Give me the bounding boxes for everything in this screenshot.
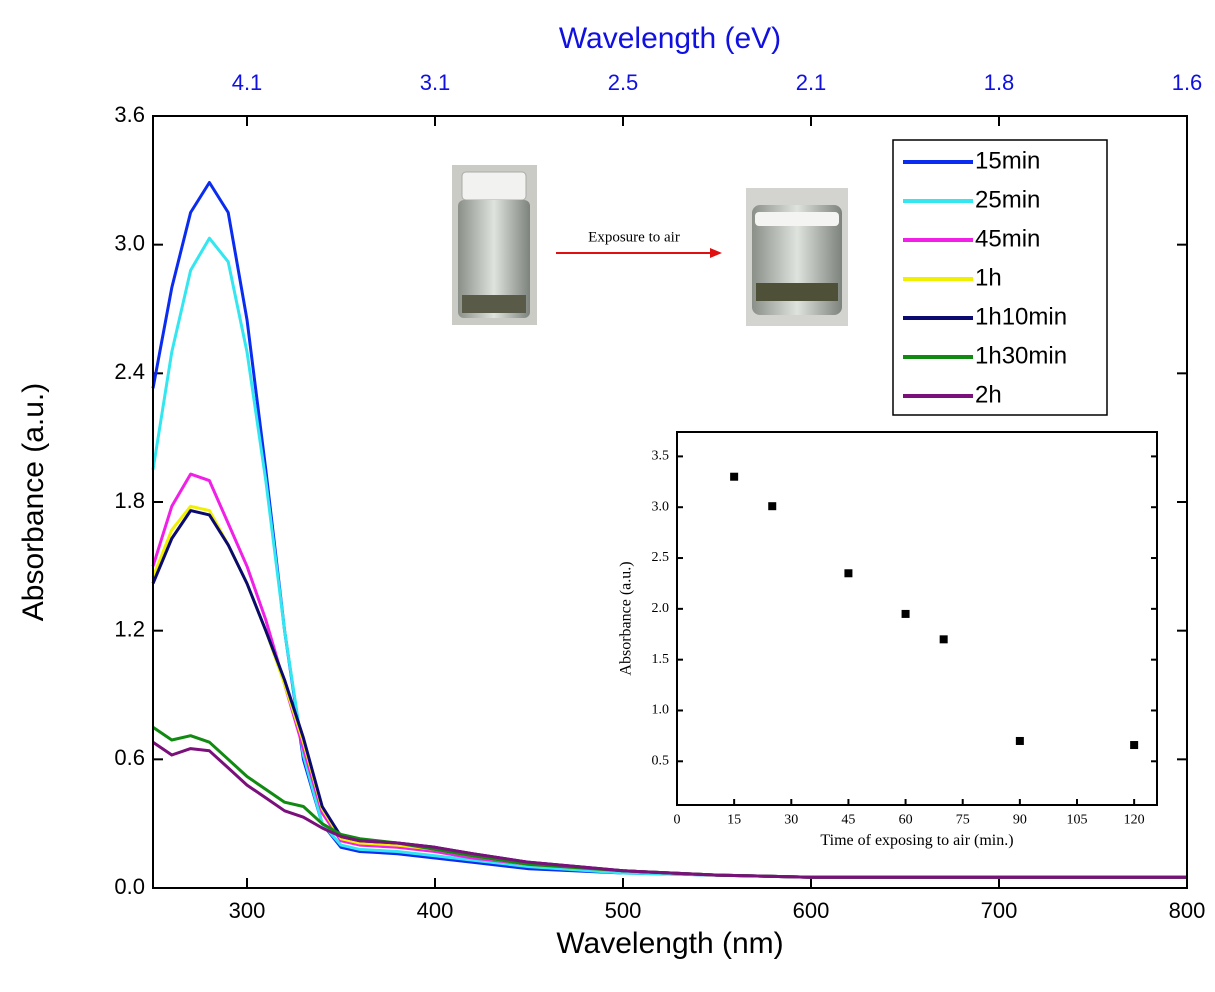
- x2-axis-label: Wavelength (eV): [559, 22, 781, 55]
- y-tick-label: 0.6: [114, 745, 145, 770]
- point: [1130, 741, 1139, 750]
- plot-frame: [152, 115, 1188, 889]
- x-tick-label: 90: [1013, 813, 1027, 828]
- main-plot: 300 400 500 600 700 8000.00.61.21.82.43.03.64…: [17, 22, 1205, 960]
- x-tick-label: 75: [956, 813, 970, 828]
- x-tick-label: 15: [727, 813, 741, 828]
- x-tick-label: 700: [981, 898, 1018, 923]
- point: [901, 609, 910, 618]
- legend-label: 15min: [975, 147, 1040, 174]
- x-tick-label: 800: [1169, 898, 1206, 923]
- x-tick-label: 400: [417, 898, 454, 923]
- plot-area: [730, 472, 1139, 750]
- legend-label: 45min: [975, 225, 1040, 252]
- x-axis-label: Time of exposing to air (min.): [820, 832, 1013, 849]
- y-tick-label: 1.8: [114, 488, 145, 513]
- inset: 0 15 30 45 60 75 90 105 120 0.5 1.0 1.5 2.0 2.5 3.0 3.5…: [618, 431, 1158, 849]
- point: [730, 472, 739, 481]
- x-tick-label: 105: [1067, 813, 1088, 828]
- photo-after: [746, 188, 848, 326]
- point: [939, 635, 948, 644]
- x2-tick-label: 1.8: [984, 70, 1015, 95]
- point: [768, 502, 777, 511]
- y-tick-label: 2.4: [114, 359, 145, 384]
- x-tick-label: 30: [784, 813, 798, 828]
- photo-before: [452, 165, 537, 325]
- y-tick-label: 2.5: [652, 550, 670, 565]
- point: [844, 569, 853, 578]
- y-tick-label: 0.0: [114, 874, 145, 899]
- y-tick-label: 1.0: [652, 703, 670, 718]
- y-tick-label: 2.0: [652, 601, 670, 616]
- y-tick-label: 3.0: [114, 230, 145, 255]
- y-tick-label: 3.0: [652, 499, 670, 514]
- x2-tick-label: 4.1: [232, 70, 263, 95]
- y-tick-label: 3.5: [652, 449, 670, 464]
- legend-label: 2h: [975, 381, 1002, 408]
- y-tick-label: 1.5: [652, 652, 670, 667]
- x-tick-label: 120: [1124, 813, 1145, 828]
- legend-label: 25min: [975, 186, 1040, 213]
- x2-tick-label: 1.6: [1172, 70, 1203, 95]
- legend-label: 1h: [975, 264, 1002, 291]
- x-axis-label: Wavelength (nm): [556, 927, 783, 960]
- inset-background: [677, 432, 1157, 805]
- y-tick-label: 1.2: [114, 616, 145, 641]
- y-tick-label: 3.6: [114, 102, 145, 127]
- legend-label: 1h10min: [975, 303, 1067, 330]
- x2-tick-label: 2.1: [796, 70, 827, 95]
- x-tick-label: 45: [841, 813, 855, 828]
- y-axis-label: Absorbance (a.u.): [618, 561, 635, 675]
- x2-tick-label: 2.5: [608, 70, 639, 95]
- x-tick-label: 600: [793, 898, 830, 923]
- y-tick-label: 0.5: [652, 754, 670, 769]
- plot-frame: [676, 431, 1158, 806]
- series-line: [152, 740, 1187, 879]
- legend-label: 1h30min: [975, 342, 1067, 369]
- annotation: Exposure to air: [588, 229, 680, 245]
- x-tick-label: 60: [899, 813, 913, 828]
- x-tick-label: 500: [605, 898, 642, 923]
- y-axis-label: Absorbance (a.u.): [17, 383, 50, 621]
- x2-tick-label: 3.1: [420, 70, 451, 95]
- plot-area: [151, 181, 1187, 879]
- x-tick-label: 300: [229, 898, 266, 923]
- point: [1015, 736, 1024, 745]
- arrow-head: [710, 248, 722, 258]
- x-tick-label: 0: [674, 813, 681, 828]
